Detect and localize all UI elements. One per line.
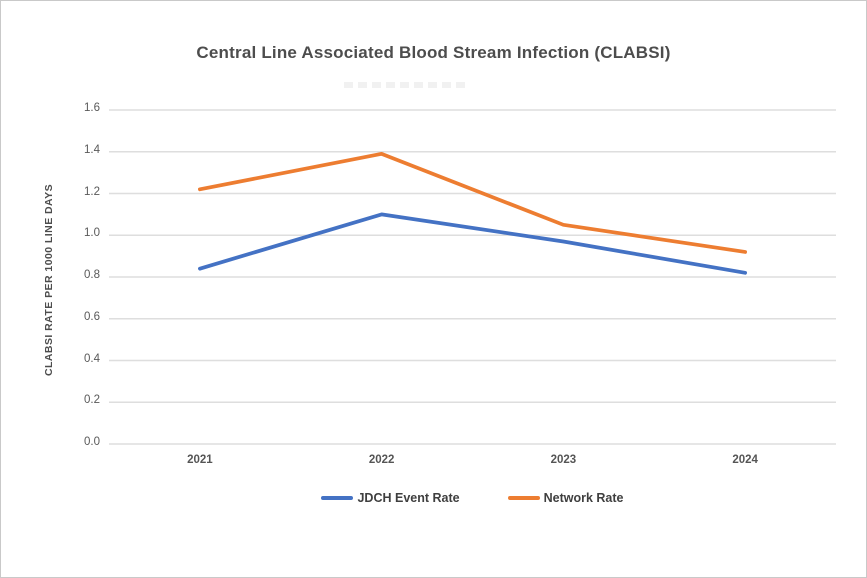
legend-label: JDCH Event Rate [357,491,460,505]
legend-item-network-rate: Network Rate [507,491,624,505]
y-tick-label: 1.2 [84,185,100,198]
x-tick-label: 2021 [187,454,213,466]
x-axis-ticks: 2021 2022 2023 2024 [1,454,866,474]
y-tick-label: 1.0 [84,227,100,240]
y-tick-label: 0.8 [84,269,100,281]
y-tick-label: 1.6 [84,102,100,114]
y-tick-label: 0.4 [84,352,100,365]
y-tick-label: 0.0 [84,436,100,448]
legend-label: Network Rate [543,491,624,505]
x-tick-label: 2024 [732,454,758,466]
y-tick-label: 0.2 [84,394,100,407]
x-tick-label: 2022 [368,454,395,466]
faded-subtitle [344,82,469,88]
legend-swatch-jdch-event-rate [321,496,354,500]
legend-item-jdch-event-rate: JDCH Event Rate [321,491,460,505]
series-line-network-rate [198,151,747,254]
chart-title: Central Line Associated Blood Stream Inf… [196,43,671,62]
legend: JDCH Event Rate Network Rate [109,491,836,505]
legend-swatch-network-rate [507,496,540,500]
y-tick-label: 1.4 [84,143,100,156]
y-tick-label: 0.6 [84,310,100,323]
x-tick-label: 2023 [550,454,577,466]
series-line-jdch-event-rate [198,212,747,275]
